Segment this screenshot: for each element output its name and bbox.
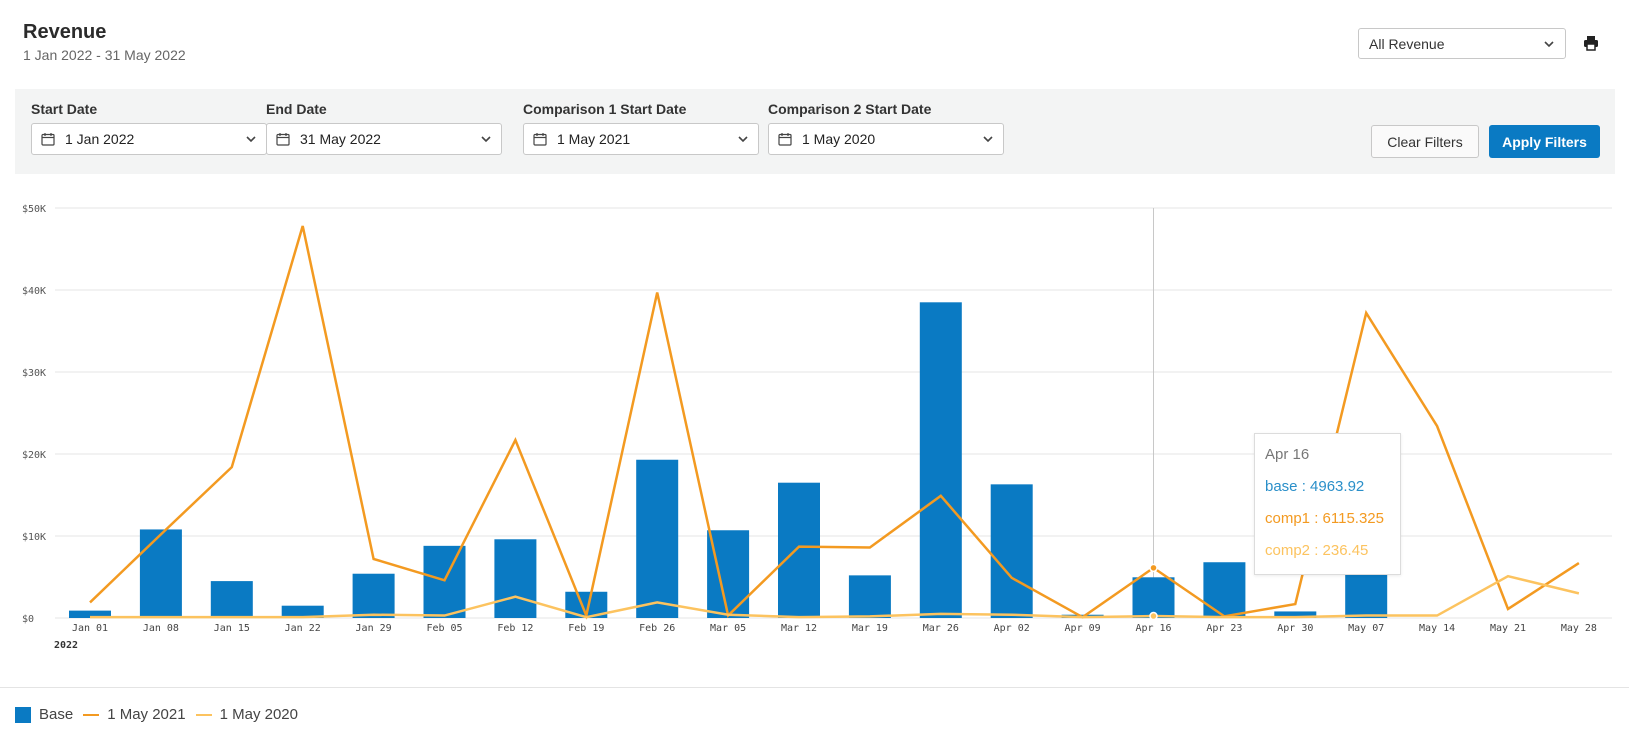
x-tick-label: May 14: [1419, 623, 1455, 634]
x-tick-label: May 28: [1561, 623, 1597, 634]
y-tick-label: $10K: [22, 532, 46, 543]
tooltip-comp1-value: comp1 : 6115.325: [1265, 510, 1384, 527]
bar-base: [848, 575, 891, 618]
bar-base: [352, 573, 395, 618]
hover-point-comp2: [1149, 611, 1158, 621]
hover-point-comp1: [1149, 563, 1158, 573]
legend-item-comp1[interactable]: 1 May 2021: [83, 706, 186, 723]
x-tick-label: Apr 02: [994, 623, 1030, 634]
revenue-type-value: All Revenue: [1369, 35, 1445, 52]
bar-base: [1203, 562, 1246, 618]
page-title: Revenue: [23, 21, 107, 43]
y-tick-label: $50K: [22, 204, 46, 215]
x-year-label: 2022: [54, 640, 78, 651]
start-date-picker[interactable]: 1 Jan 2022: [31, 123, 267, 155]
legend-swatch-comp2: [195, 713, 212, 716]
comparison-2-label: Comparison 2 Start Date: [768, 101, 932, 117]
chevron-down-icon: [1544, 40, 1554, 47]
legend-item-base[interactable]: Base: [15, 706, 73, 723]
comparison-2-value: 1 May 2020: [802, 131, 876, 147]
comparison-2-picker[interactable]: 1 May 2020: [768, 123, 1004, 155]
legend-divider: [0, 687, 1629, 688]
start-date-label: Start Date: [31, 101, 98, 117]
chevron-down-icon: [481, 136, 491, 143]
calendar-icon: [778, 133, 792, 146]
chevron-down-icon: [246, 136, 256, 143]
calendar-icon: [276, 133, 290, 146]
start-date-value: 1 Jan 2022: [65, 131, 135, 147]
x-tick-label: Mar 26: [923, 623, 959, 634]
legend-item-comp2[interactable]: 1 May 2020: [195, 706, 298, 723]
x-tick-label: Apr 30: [1277, 623, 1313, 634]
x-tick-label: Jan 29: [356, 623, 392, 634]
comparison-2-filter: Comparison 2 Start Date 1 May 2020: [768, 99, 1004, 155]
end-date-filter: End Date 31 May 2022: [266, 99, 502, 155]
x-tick-label: Mar 19: [852, 623, 888, 634]
x-tick-label: Apr 23: [1206, 623, 1242, 634]
legend-swatch-base: [15, 706, 31, 723]
bar-base: [919, 302, 962, 618]
x-tick-label: Feb 05: [426, 623, 462, 634]
line-comp2: [90, 574, 1580, 619]
calendar-icon: [533, 133, 547, 146]
x-tick-label: Feb 12: [497, 623, 533, 634]
bar-base: [990, 484, 1033, 618]
filter-bar: Start Date 1 Jan 2022 End Date 31 May 20…: [15, 89, 1615, 174]
comparison-1-picker[interactable]: 1 May 2021: [523, 123, 759, 155]
x-tick-label: Feb 19: [568, 623, 604, 634]
comparison-1-filter: Comparison 1 Start Date 1 May 2021: [523, 99, 759, 155]
bar-base: [494, 539, 537, 618]
x-tick-label: Mar 12: [781, 623, 817, 634]
x-tick-label: Jan 01: [72, 623, 108, 634]
x-tick-label: Jan 22: [285, 623, 321, 634]
x-tick-label: Mar 05: [710, 623, 746, 634]
start-date-filter: Start Date 1 Jan 2022: [31, 99, 267, 155]
bar-base: [69, 610, 111, 618]
clear-filters-button[interactable]: Clear Filters: [1371, 125, 1479, 158]
x-tick-label: Apr 16: [1135, 623, 1171, 634]
bar-base: [210, 581, 253, 618]
x-tick-label: Feb 26: [639, 623, 675, 634]
y-tick-label: $40K: [22, 286, 46, 297]
legend-label-comp2: 1 May 2020: [219, 706, 298, 723]
x-tick-label: Jan 15: [214, 623, 250, 634]
bar-base: [636, 459, 679, 618]
legend-label-comp1: 1 May 2021: [107, 706, 186, 723]
x-tick-label: May 07: [1348, 623, 1384, 634]
end-date-picker[interactable]: 31 May 2022: [266, 123, 502, 155]
bar-base: [1274, 611, 1317, 618]
page-subtitle: 1 Jan 2022 - 31 May 2022: [23, 47, 186, 63]
revenue-type-select[interactable]: All Revenue: [1358, 28, 1566, 59]
x-tick-label: Jan 08: [143, 623, 179, 634]
y-tick-label: $0: [22, 614, 34, 625]
y-tick-label: $20K: [22, 450, 46, 461]
legend-swatch-comp1: [83, 713, 100, 716]
bar-base: [281, 605, 324, 618]
chevron-down-icon: [738, 136, 748, 143]
tooltip-base-value: base : 4963.92: [1265, 478, 1365, 495]
x-tick-label: May 21: [1490, 623, 1526, 634]
calendar-icon: [41, 133, 55, 146]
bar-base: [139, 529, 182, 618]
legend-label-base: Base: [39, 706, 74, 723]
bar-base: [778, 482, 820, 618]
bar-base: [1132, 577, 1175, 618]
tooltip-date: Apr 16: [1265, 446, 1310, 463]
tooltip-comp2-value: comp2 : 236.45: [1265, 542, 1369, 559]
y-tick-label: $30K: [22, 368, 46, 379]
chart-legend: Base 1 May 2021 1 May 2020: [15, 706, 308, 723]
print-icon[interactable]: [1582, 34, 1600, 52]
end-date-label: End Date: [266, 101, 327, 117]
revenue-chart: $0 $10K $20K $30K $40K $50K Jan 01 Jan 08 Jan 15…: [22, 204, 1612, 651]
chart-tooltip: Apr 16 base : 4963.92 comp1 : 6115.325 c…: [1254, 433, 1401, 575]
comparison-1-label: Comparison 1 Start Date: [523, 101, 687, 117]
chevron-down-icon: [983, 136, 993, 143]
apply-filters-button[interactable]: Apply Filters: [1489, 125, 1600, 158]
x-tick-label: Apr 09: [1065, 623, 1101, 634]
page-header: Revenue 1 Jan 2022 - 31 May 2022 All Rev…: [0, 0, 1629, 88]
bar-base: [423, 545, 466, 618]
end-date-value: 31 May 2022: [300, 131, 381, 147]
comparison-1-value: 1 May 2021: [557, 131, 631, 147]
